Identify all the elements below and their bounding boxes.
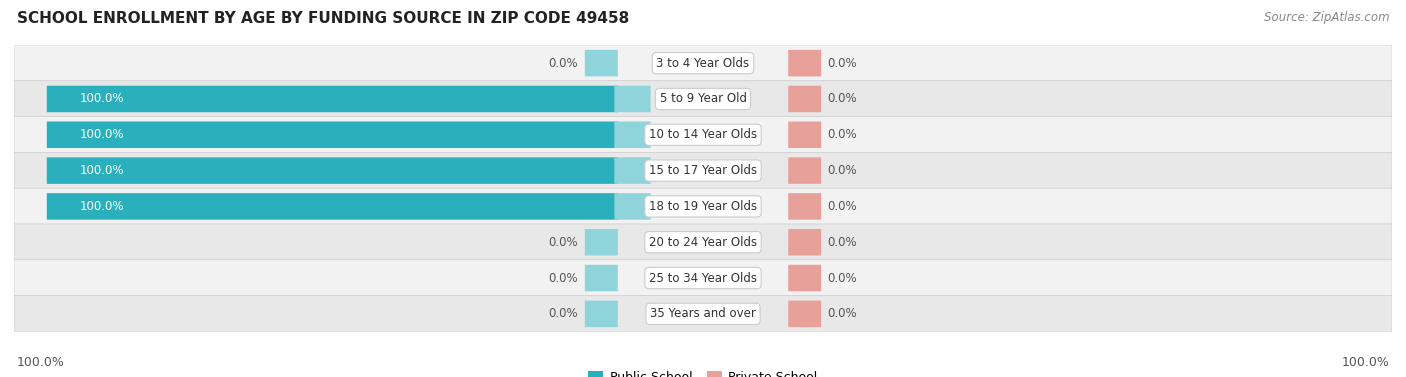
Text: 0.0%: 0.0% [828,92,858,106]
FancyBboxPatch shape [46,86,617,112]
FancyBboxPatch shape [789,229,821,256]
FancyBboxPatch shape [789,50,821,77]
FancyBboxPatch shape [789,86,821,112]
Text: 0.0%: 0.0% [828,164,858,177]
Text: 100.0%: 100.0% [80,164,124,177]
Text: 18 to 19 Year Olds: 18 to 19 Year Olds [650,200,756,213]
FancyBboxPatch shape [14,116,1392,153]
FancyBboxPatch shape [14,260,1392,296]
Text: 0.0%: 0.0% [548,236,578,249]
FancyBboxPatch shape [585,229,617,256]
FancyBboxPatch shape [789,121,821,148]
Text: 35 Years and over: 35 Years and over [650,307,756,320]
FancyBboxPatch shape [585,300,617,327]
FancyBboxPatch shape [614,86,651,112]
Text: 100.0%: 100.0% [80,200,124,213]
Text: SCHOOL ENROLLMENT BY AGE BY FUNDING SOURCE IN ZIP CODE 49458: SCHOOL ENROLLMENT BY AGE BY FUNDING SOUR… [17,11,628,26]
FancyBboxPatch shape [46,157,617,184]
Text: 0.0%: 0.0% [548,271,578,285]
Text: 10 to 14 Year Olds: 10 to 14 Year Olds [650,128,756,141]
Text: 15 to 17 Year Olds: 15 to 17 Year Olds [650,164,756,177]
Text: 0.0%: 0.0% [828,200,858,213]
Text: 0.0%: 0.0% [548,57,578,70]
FancyBboxPatch shape [614,157,651,184]
FancyBboxPatch shape [14,45,1392,81]
FancyBboxPatch shape [789,265,821,291]
FancyBboxPatch shape [46,121,617,148]
Text: 100.0%: 100.0% [80,128,124,141]
Text: 25 to 34 Year Olds: 25 to 34 Year Olds [650,271,756,285]
Text: 100.0%: 100.0% [1341,357,1389,369]
FancyBboxPatch shape [14,188,1392,225]
Text: Source: ZipAtlas.com: Source: ZipAtlas.com [1264,11,1389,24]
FancyBboxPatch shape [789,193,821,220]
Text: 0.0%: 0.0% [828,57,858,70]
Text: 0.0%: 0.0% [828,236,858,249]
Text: 0.0%: 0.0% [828,128,858,141]
FancyBboxPatch shape [14,296,1392,332]
FancyBboxPatch shape [789,300,821,327]
Legend: Public School, Private School: Public School, Private School [583,366,823,377]
Text: 100.0%: 100.0% [17,357,65,369]
FancyBboxPatch shape [614,121,651,148]
FancyBboxPatch shape [14,224,1392,261]
Text: 0.0%: 0.0% [828,271,858,285]
FancyBboxPatch shape [585,265,617,291]
FancyBboxPatch shape [14,152,1392,189]
Text: 100.0%: 100.0% [80,92,124,106]
FancyBboxPatch shape [585,50,617,77]
Text: 20 to 24 Year Olds: 20 to 24 Year Olds [650,236,756,249]
Text: 5 to 9 Year Old: 5 to 9 Year Old [659,92,747,106]
Text: 0.0%: 0.0% [828,307,858,320]
Text: 0.0%: 0.0% [548,307,578,320]
Text: 3 to 4 Year Olds: 3 to 4 Year Olds [657,57,749,70]
FancyBboxPatch shape [789,157,821,184]
FancyBboxPatch shape [46,193,617,220]
FancyBboxPatch shape [14,81,1392,117]
FancyBboxPatch shape [614,193,651,220]
